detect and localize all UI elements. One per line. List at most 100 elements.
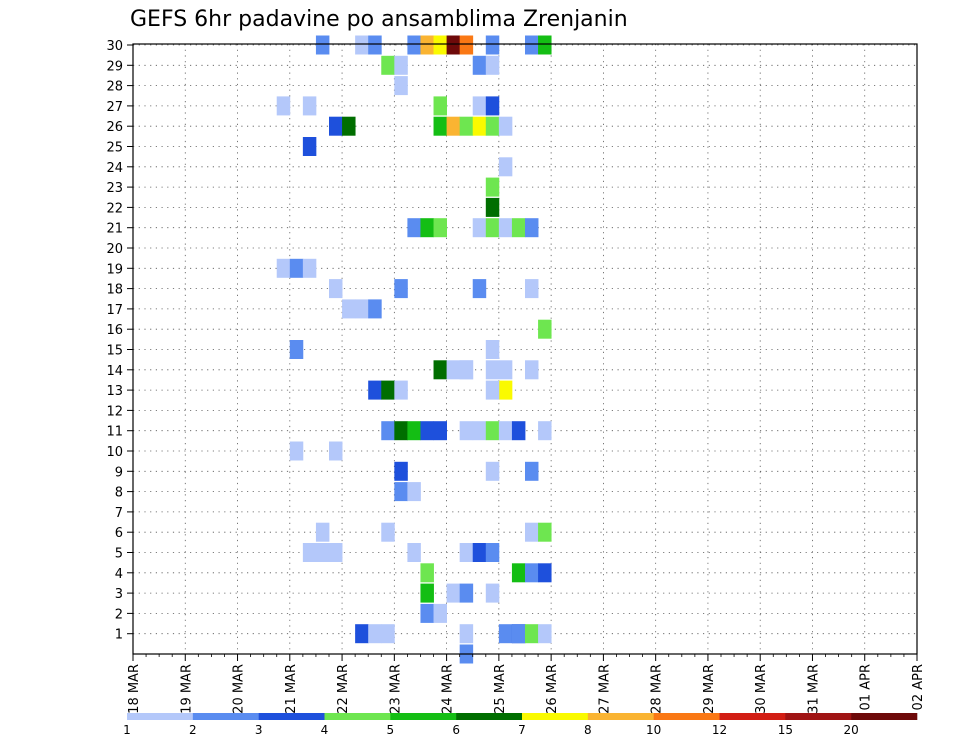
y-tick-label: 4: [115, 567, 123, 582]
precip-cell: [420, 603, 434, 623]
x-tick-label: 30 MAR: [754, 664, 769, 714]
precip-cell: [485, 360, 500, 380]
y-axis: 1234567891011121314151617181920212223242…: [106, 39, 133, 643]
precip-cell: [407, 35, 421, 55]
precip-cell: [525, 563, 539, 583]
precip-cell: [433, 603, 447, 623]
precip-cell: [368, 380, 382, 400]
precip-cell: [459, 360, 474, 380]
x-tick-label: 18 MAR: [127, 664, 142, 714]
precip-cell: [407, 421, 421, 441]
precip-cell: [472, 218, 487, 238]
y-tick-label: 19: [106, 262, 123, 277]
legend-swatch: [192, 713, 259, 720]
precip-cell: [538, 35, 552, 55]
precip-cell: [538, 522, 552, 542]
precip-cell: [433, 35, 447, 55]
legend-swatch: [719, 713, 786, 720]
precip-cell: [302, 96, 317, 116]
legend-label: 3: [255, 723, 263, 737]
x-tick-label: 20 MAR: [232, 664, 247, 714]
x-tick-label: 27 MAR: [597, 664, 612, 714]
precip-cell: [276, 96, 291, 116]
y-tick-label: 21: [106, 222, 123, 237]
y-tick-label: 15: [106, 344, 123, 359]
y-tick-label: 5: [115, 547, 123, 562]
precip-cell: [498, 116, 513, 136]
legend-label: 10: [646, 723, 661, 737]
y-tick-label: 24: [106, 161, 123, 176]
x-tick-label: 24 MAR: [441, 664, 456, 714]
precip-cell: [289, 441, 304, 461]
precip-cell: [433, 96, 447, 116]
precip-cell: [420, 563, 434, 583]
y-tick-label: 29: [106, 59, 123, 74]
color-legend: 1 2 3 4 5 6 7 8 10 12 15 20: [123, 713, 918, 737]
precip-cell: [342, 116, 356, 136]
legend-swatch: [127, 713, 194, 720]
precip-cell: [342, 299, 356, 319]
precip-cell: [498, 624, 513, 644]
x-axis: 18 MAR 19 MAR 20 MAR 21 MAR 22 MAR 23 MAR 24 M…: [127, 654, 926, 714]
y-tick-label: 13: [106, 384, 123, 399]
precip-cell: [446, 360, 461, 380]
precip-cell: [407, 482, 421, 502]
x-tick-label: 25 MAR: [493, 664, 508, 714]
precip-cell: [420, 421, 434, 441]
precip-cell: [394, 461, 408, 481]
y-tick-label: 25: [106, 141, 123, 156]
legend-label: 7: [518, 723, 526, 737]
precip-cell: [459, 35, 474, 55]
y-tick-label: 23: [106, 181, 123, 196]
precip-cell: [420, 218, 434, 238]
y-tick-label: 3: [115, 587, 123, 602]
precip-cell: [433, 421, 447, 441]
precip-cell: [315, 543, 330, 562]
precip-cell: [485, 55, 500, 75]
precip-cell: [498, 157, 513, 177]
precip-cell: [511, 218, 526, 238]
precip-cell: [368, 35, 382, 55]
precip-cell: [525, 522, 539, 542]
precip-cell: [485, 116, 500, 136]
legend-swatch: [390, 713, 457, 720]
x-tick-label: 02 APR: [911, 664, 926, 710]
precip-cell: [498, 218, 513, 238]
x-tick-label: 21 MAR: [284, 664, 299, 714]
precip-cell: [394, 279, 408, 299]
legend-label: 1: [123, 723, 131, 737]
precip-cell: [498, 421, 513, 441]
precip-cell: [407, 543, 421, 562]
precip-cell: [420, 583, 434, 603]
precip-cell: [525, 461, 539, 481]
precip-cell: [315, 522, 330, 542]
precip-cell: [538, 563, 552, 583]
precip-cell: [525, 35, 539, 55]
precip-cell: [368, 624, 382, 644]
y-tick-label: 2: [115, 607, 123, 622]
precip-cell: [355, 35, 369, 55]
precip-cell: [315, 35, 330, 55]
y-tick-label: 27: [106, 100, 123, 115]
precip-cell: [472, 543, 487, 562]
precip-cell: [446, 583, 461, 603]
precip-cell: [485, 197, 500, 217]
y-tick-label: 7: [115, 506, 123, 521]
x-tick-label: 26 MAR: [545, 664, 560, 714]
precip-cell: [407, 218, 421, 238]
precip-cell: [525, 279, 539, 299]
legend-swatch: [653, 713, 720, 720]
precip-cell: [446, 35, 461, 55]
precip-cell: [381, 624, 395, 644]
legend-label: 12: [712, 723, 727, 737]
legend-label: 4: [321, 723, 329, 737]
legend-label: 6: [452, 723, 460, 737]
precip-cell: [485, 340, 500, 359]
y-tick-label: 9: [115, 465, 123, 480]
y-tick-label: 22: [106, 201, 123, 216]
legend-swatch: [785, 713, 852, 720]
precip-cell: [485, 218, 500, 238]
precip-cell: [459, 543, 474, 562]
y-tick-label: 30: [106, 39, 123, 54]
